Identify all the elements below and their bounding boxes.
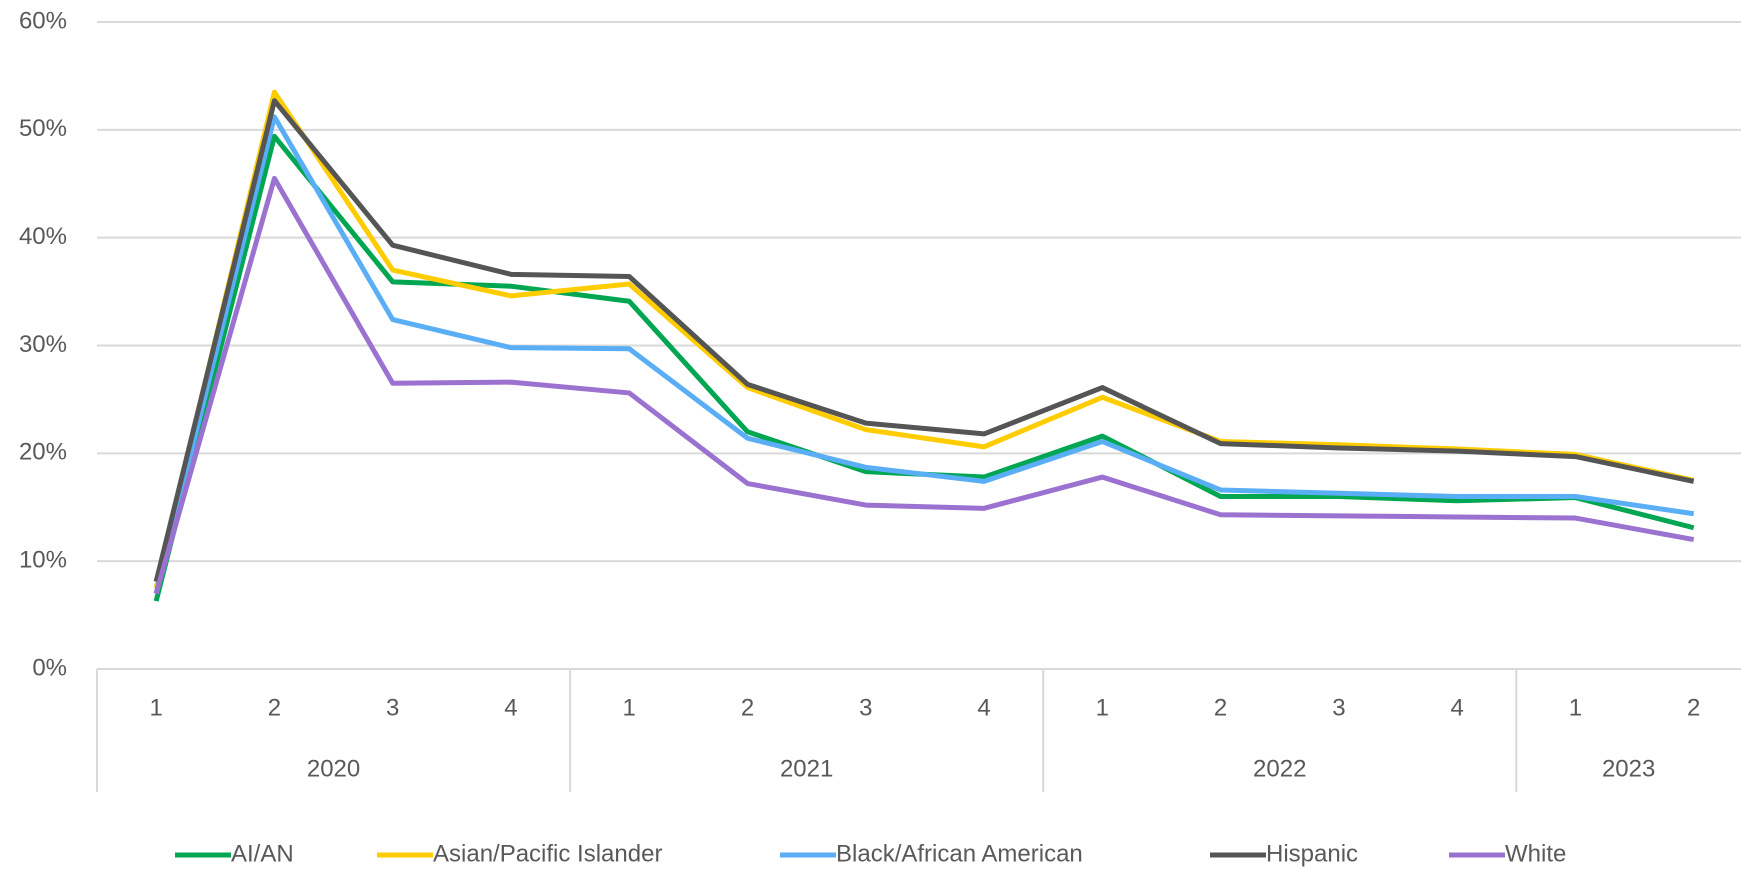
series-line — [153, 175, 1695, 595]
legend-label: White — [1505, 840, 1566, 867]
x-group-label: 2022 — [1253, 755, 1306, 782]
x-tick-label: 1 — [1096, 694, 1109, 721]
y-tick-label: 0% — [32, 654, 67, 681]
x-group-label: 2021 — [780, 755, 833, 782]
y-tick-label: 50% — [19, 115, 67, 142]
legend-label: Asian/Pacific Islander — [433, 840, 662, 867]
legend-label: AI/AN — [231, 840, 294, 867]
x-tick-label: 3 — [1332, 694, 1345, 721]
y-tick-label: 60% — [19, 7, 67, 34]
legend-label: Black/African American — [836, 840, 1083, 867]
x-tick-label: 2 — [741, 694, 754, 721]
y-tick-label: 20% — [19, 439, 67, 466]
x-tick-label: 4 — [504, 694, 517, 721]
x-tick-label: 3 — [859, 694, 872, 721]
x-tick-label: 1 — [1569, 694, 1582, 721]
y-tick-label: 30% — [19, 331, 67, 358]
x-tick-label: 2 — [268, 694, 281, 721]
series-line — [153, 98, 1695, 583]
y-tick-label: 40% — [19, 223, 67, 250]
x-group-label: 2023 — [1602, 755, 1655, 782]
x-group-label: 2020 — [307, 755, 360, 782]
y-tick-label: 10% — [19, 547, 67, 574]
x-tick-label: 2 — [1214, 694, 1227, 721]
x-tick-label: 4 — [1450, 694, 1463, 721]
x-tick-label: 3 — [386, 694, 399, 721]
legend-label: Hispanic — [1266, 840, 1358, 867]
x-tick-label: 1 — [149, 694, 162, 721]
x-tick-label: 2 — [1687, 694, 1700, 721]
x-tick-label: 1 — [623, 694, 636, 721]
x-tick-label: 4 — [977, 694, 990, 721]
series-line — [153, 89, 1695, 589]
series-line — [153, 114, 1695, 595]
